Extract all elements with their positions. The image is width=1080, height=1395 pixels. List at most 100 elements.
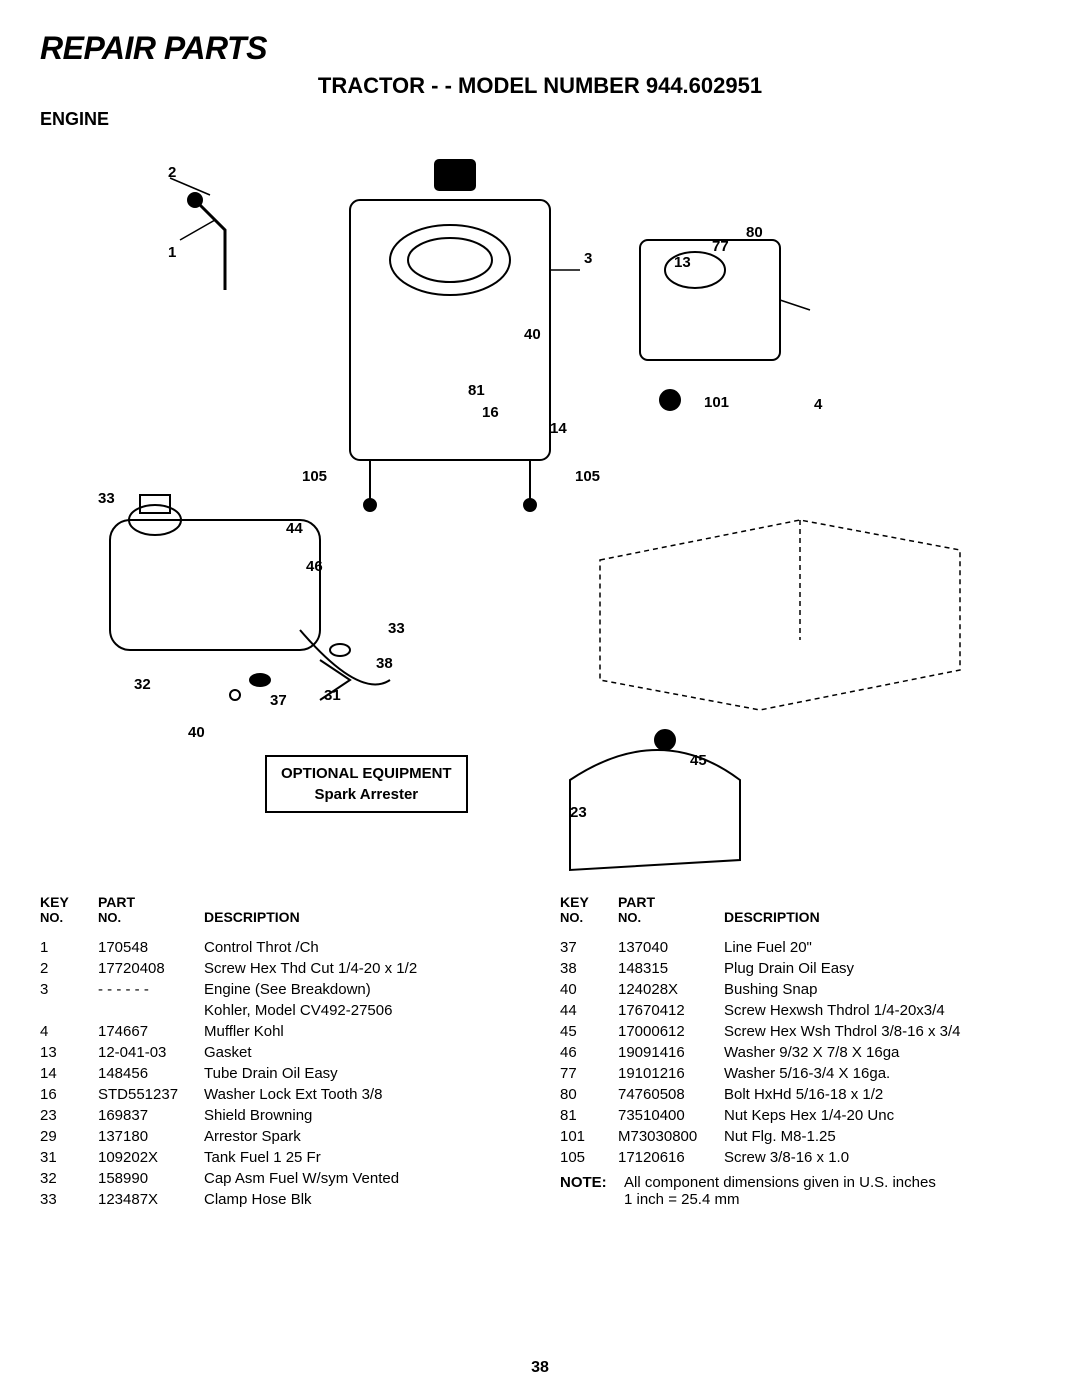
th-key-sub: NO.: [40, 910, 98, 925]
table-row: 37137040Line Fuel 20": [560, 937, 1040, 958]
cell-key: 101: [560, 1126, 618, 1147]
th-key-sub: NO.: [560, 910, 618, 925]
table-row: 4619091416Washer 9/32 X 7/8 X 16ga: [560, 1042, 1040, 1063]
note-sub: 1 inch = 25.4 mm: [624, 1191, 1040, 1208]
cell-desc: Washer 9/32 X 7/8 X 16ga: [724, 1042, 1040, 1063]
cell-desc: Muffler Kohl: [204, 1021, 520, 1042]
cell-key: 80: [560, 1084, 618, 1105]
cell-key: 16: [40, 1084, 98, 1105]
cell-part: 137040: [618, 937, 724, 958]
table-row: 29137180Arrestor Spark: [40, 1126, 520, 1147]
cell-part: 148315: [618, 958, 724, 979]
table-row: 16STD551237Washer Lock Ext Tooth 3/8: [40, 1084, 520, 1105]
callout-4: 4: [814, 396, 822, 413]
cell-desc: Engine (See Breakdown): [204, 979, 520, 1000]
callout-32: 33: [98, 490, 115, 507]
callout-80: 80: [746, 224, 763, 241]
callout-31: 32: [134, 676, 151, 693]
callout-13: 13: [674, 254, 691, 271]
table-row: 14148456Tube Drain Oil Easy: [40, 1063, 520, 1084]
cell-desc: Plug Drain Oil Easy: [724, 958, 1040, 979]
cell-desc: Clamp Hose Blk: [204, 1189, 520, 1210]
cell-key: 37: [560, 937, 618, 958]
cell-part: 148456: [98, 1063, 204, 1084]
cell-desc: Gasket: [204, 1042, 520, 1063]
cell-part: 19101216: [618, 1063, 724, 1084]
cell-desc: Tank Fuel 1 25 Fr: [204, 1147, 520, 1168]
cell-key: 13: [40, 1042, 98, 1063]
cell-part: 12-041-03: [98, 1042, 204, 1063]
cell-key: 40: [560, 979, 618, 1000]
table-header: KEY NO. PART NO. DESCRIPTION: [40, 894, 520, 925]
th-key-top: KEY: [40, 894, 98, 910]
th-part-sub: NO.: [98, 910, 204, 925]
cell-part: 169837: [98, 1105, 204, 1126]
th-part-sub: NO.: [618, 910, 724, 925]
cell-part: 73510400: [618, 1105, 724, 1126]
optional-title: OPTIONAL EQUIPMENT: [281, 765, 452, 782]
cell-desc: Washer Lock Ext Tooth 3/8: [204, 1084, 520, 1105]
cell-key: [40, 1000, 98, 1021]
th-desc: DESCRIPTION: [724, 909, 1040, 925]
cell-key: 46: [560, 1042, 618, 1063]
model-line: TRACTOR - - MODEL NUMBER 944.602951: [40, 73, 1040, 99]
cell-desc: Bushing Snap: [724, 979, 1040, 1000]
cell-key: 33: [40, 1189, 98, 1210]
cell-part: [98, 1000, 204, 1021]
optional-subtitle: Spark Arrester: [281, 786, 452, 803]
note-label: NOTE:: [560, 1174, 624, 1191]
callout-105a: 105: [302, 468, 327, 485]
diagram-area: 2 1 3 13 77 80 4 101 40 81 16 14 105 105…: [40, 140, 1040, 890]
table-row: 10517120616Screw 3/8-16 x 1.0: [560, 1147, 1040, 1168]
callout-3: 3: [584, 250, 592, 267]
cell-key: 3: [40, 979, 98, 1000]
cell-desc: Washer 5/16-3/4 X 16ga.: [724, 1063, 1040, 1084]
cell-part: 109202X: [98, 1147, 204, 1168]
cell-part: 123487X: [98, 1189, 204, 1210]
cell-part: 158990: [98, 1168, 204, 1189]
callout-81: 81: [468, 382, 485, 399]
cell-part: 17000612: [618, 1021, 724, 1042]
table-row: Kohler, Model CV492-27506: [40, 1000, 520, 1021]
table-row: 40124028XBushing Snap: [560, 979, 1040, 1000]
th-key-top: KEY: [560, 894, 618, 910]
table-row: 38148315Plug Drain Oil Easy: [560, 958, 1040, 979]
callout-45: 45: [690, 752, 707, 769]
cell-key: 44: [560, 1000, 618, 1021]
table-row: 23169837Shield Browning: [40, 1105, 520, 1126]
table-row: 7719101216Washer 5/16-3/4 X 16ga.: [560, 1063, 1040, 1084]
cell-part: 174667: [98, 1021, 204, 1042]
cell-desc: Kohler, Model CV492-27506: [204, 1000, 520, 1021]
parts-table-right: KEY NO. PART NO. DESCRIPTION 37137040Lin…: [560, 894, 1040, 1210]
cell-part: 124028X: [618, 979, 724, 1000]
cell-desc: Line Fuel 20": [724, 937, 1040, 958]
cell-key: 1: [40, 937, 98, 958]
page-number: 38: [531, 1359, 549, 1377]
parts-table-left: KEY NO. PART NO. DESCRIPTION 1170548Cont…: [40, 894, 520, 1210]
table-row: 4417670412Screw Hexwsh Thdrol 1/4-20x3/4: [560, 1000, 1040, 1021]
cell-part: STD551237: [98, 1084, 204, 1105]
cell-key: 38: [560, 958, 618, 979]
cell-part: 17120616: [618, 1147, 724, 1168]
callout-105b: 105: [575, 468, 600, 485]
cell-part: M73030800: [618, 1126, 724, 1147]
note-text: All component dimensions given in U.S. i…: [624, 1174, 1040, 1191]
cell-desc: Screw Hex Wsh Thdrol 3/8-16 x 3/4: [724, 1021, 1040, 1042]
th-part-top: PART: [98, 894, 204, 910]
cell-key: 105: [560, 1147, 618, 1168]
cell-desc: Control Throt /Ch: [204, 937, 520, 958]
cell-key: 14: [40, 1063, 98, 1084]
cell-desc: Cap Asm Fuel W/sym Vented: [204, 1168, 520, 1189]
cell-key: 45: [560, 1021, 618, 1042]
note-line: NOTE: All component dimensions given in …: [560, 1174, 1040, 1191]
callout-14: 14: [550, 420, 567, 437]
table-row: 4174667Muffler Kohl: [40, 1021, 520, 1042]
callout-77: 77: [712, 238, 729, 255]
table-row: 101M73030800Nut Flg. M8-1.25: [560, 1126, 1040, 1147]
cell-desc: Arrestor Spark: [204, 1126, 520, 1147]
optional-equipment-box: OPTIONAL EQUIPMENT Spark Arrester: [265, 755, 468, 813]
cell-desc: Shield Browning: [204, 1105, 520, 1126]
table-row: 4517000612Screw Hex Wsh Thdrol 3/8-16 x …: [560, 1021, 1040, 1042]
cell-key: 81: [560, 1105, 618, 1126]
cell-desc: Screw 3/8-16 x 1.0: [724, 1147, 1040, 1168]
